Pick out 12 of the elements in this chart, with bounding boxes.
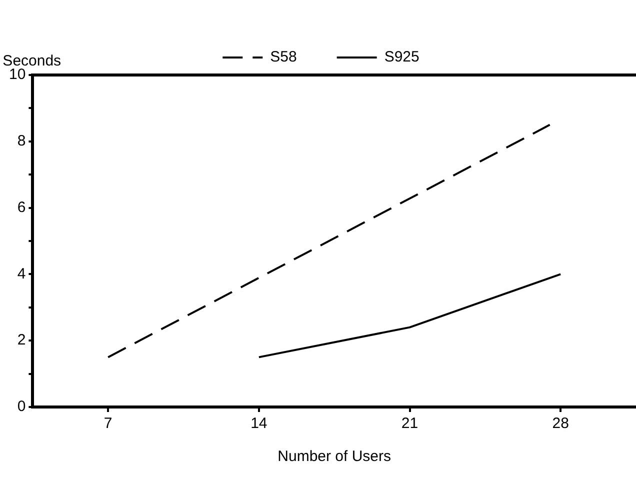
x-tick-label: 14	[250, 415, 268, 432]
legend-label: S925	[384, 48, 420, 66]
y-tick-label: 6	[17, 198, 26, 216]
y-tick-label: 0	[17, 398, 26, 416]
y-tick-label: 8	[17, 132, 26, 150]
x-tick-label: 7	[104, 415, 112, 432]
y-tick-label: 4	[17, 265, 26, 282]
x-axis-title: Number of Users	[278, 448, 392, 466]
y-tick-label: 2	[17, 332, 26, 349]
x-tick-label: 21	[401, 415, 418, 432]
legend-label: S58	[270, 48, 297, 66]
x-tick-label: 28	[552, 415, 569, 432]
